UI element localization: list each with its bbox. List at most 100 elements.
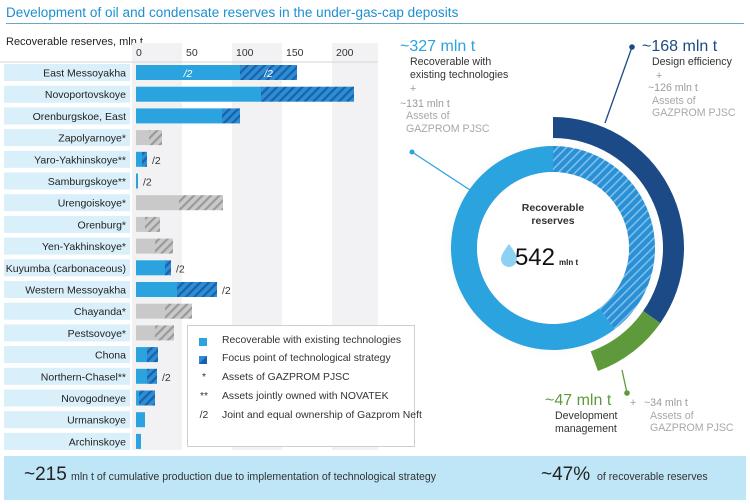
category-label: Urengoiskoye* [58,198,126,210]
category-label-bg [4,324,130,342]
category-label-bg [4,129,130,147]
bar-existing [136,216,145,232]
annotation-development-extra-value: ~34 mln t [644,397,688,409]
category-label-bg [4,172,130,190]
annotation-development-plus: + [630,397,637,409]
category-label: Northern-Chasel** [41,371,126,383]
footer-share-value: ~47% [541,464,591,485]
category-label: Chayanda* [74,306,126,318]
bar-row: Urmanskoye [4,411,145,429]
category-label-bg [4,367,130,385]
bar-row: Archinskoye [4,432,141,450]
bar-row: Kuyumba (carbonaceous) /2 [4,259,185,277]
leader-line-development [621,369,628,394]
x-tick-label: 200 [336,47,354,59]
bar-annotation: /2 [143,177,152,189]
annotation-development: ~47 mln t Development management [545,392,617,435]
bar-existing [136,151,142,167]
category-label-bg [4,194,130,212]
bar-row: Novogodneye [4,389,155,407]
donut-total-value: 542 [515,244,555,271]
annotation-development-extra-label-2: GAZPROM PJSC [650,422,734,434]
category-label: Pestsovoye* [68,328,126,340]
annotation-design-plus: + [656,69,663,82]
leader-line-existing [411,151,471,191]
footer-cumulative-text: mln t of cumulative production due to im… [71,471,437,483]
page-title: Development of oil and condensate reserv… [6,5,459,20]
bar-existing [136,282,177,297]
donut-center-label-1: Recoverable [522,202,585,214]
bar-existing [136,347,147,363]
bar-focus [142,151,147,167]
annotation-existing-extra-label-2: GAZPROM PJSC [406,122,490,135]
bar-existing [136,108,222,124]
donut-hole [477,172,629,324]
donut-segment-existing [451,146,615,350]
donut-chart: Recoverable reserves 542 mln t [409,44,684,396]
legend-swatch-solid [199,338,207,346]
bar-focus [240,65,297,80]
donut-segment-focus [553,146,656,330]
bar-existing [136,195,179,211]
leader-line-design [604,46,633,124]
bar-focus [222,108,240,124]
category-label: Zapolyarnoye* [58,133,126,145]
category-label-bg [4,281,130,298]
category-label: Orenburg* [78,219,126,231]
summary-footer: ~215 mln t of cumulative production due … [4,456,746,500]
category-label: Orenburgskoe, East [33,111,126,123]
bar-focus [155,325,174,341]
bar-row: Northern-Chasel** /2 [4,367,171,385]
annotation-design-extra-value: ~126 mln t [648,82,698,94]
category-label-bg [4,302,130,320]
category-label-bg [4,107,130,125]
annotation-development-label-2: management [555,422,617,435]
category-label: East Messoyakha [43,68,126,80]
bar-existing [136,65,240,80]
category-label: Kuyumba (carbonaceous) [6,263,126,275]
category-label: Archinskoye [69,436,126,448]
annotation-existing-extra-label: Assets of [406,110,450,122]
footer-cumulative-value: ~215 [24,464,67,485]
annotation-development-extra-label: Assets of [650,409,694,422]
annotation-development-label: Development [555,410,618,422]
bar-row: Yaro-Yakhinskoye** /2 [4,150,161,168]
category-label-bg [4,150,130,168]
annotation-design-label: Design efficiency [652,56,732,68]
annotation-existing-value: ~327 mln t [400,38,476,55]
category-label-bg [4,389,130,407]
category-label-bg [4,259,130,277]
bar-row: Zapolyarnoye* [4,129,162,147]
title-divider [6,23,744,24]
annotation-existing: ~327 mln t Recoverable with existing tec… [400,38,508,135]
bar-row: Yen-Yakhinskoye* [4,237,173,255]
bar-row: Novoportovskoye [4,85,354,103]
leader-dot-existing [409,149,415,155]
bar-row: Western Messoyakha/2 [4,281,231,298]
donut-arc-design-efficiency [553,117,684,324]
bar-annotation-inside: /2 [263,68,273,80]
category-label-bg [4,432,130,450]
annotation-existing-label: Recoverable with [410,56,492,68]
bar-row: Chayanda* [4,302,192,320]
bar-existing [136,325,155,341]
bar-existing [136,303,165,319]
bar-focus [261,86,354,102]
bar-row: Orenburgskoe, East [4,107,240,125]
category-label-bg [4,346,130,364]
annotation-design-extra-label: Assets of [652,94,696,107]
bar-focus [147,368,157,384]
bar-focus [149,130,162,146]
category-label: Chona [95,350,126,362]
bar-existing [136,260,165,276]
bar-focus [179,195,223,211]
bar-existing [136,368,147,384]
category-label: Samburgskoye** [48,176,126,188]
bar-existing [136,390,139,406]
bar-focus [165,260,171,276]
bar-annotation-inside: /2 [183,68,193,80]
annotation-design: ~168 mln t Design efficiency + ~126 mln … [642,38,736,120]
bar-annotation: /2 [222,285,231,297]
bar-row: Orenburg* [4,215,160,233]
bar-row: Pestsovoye* [4,324,174,342]
